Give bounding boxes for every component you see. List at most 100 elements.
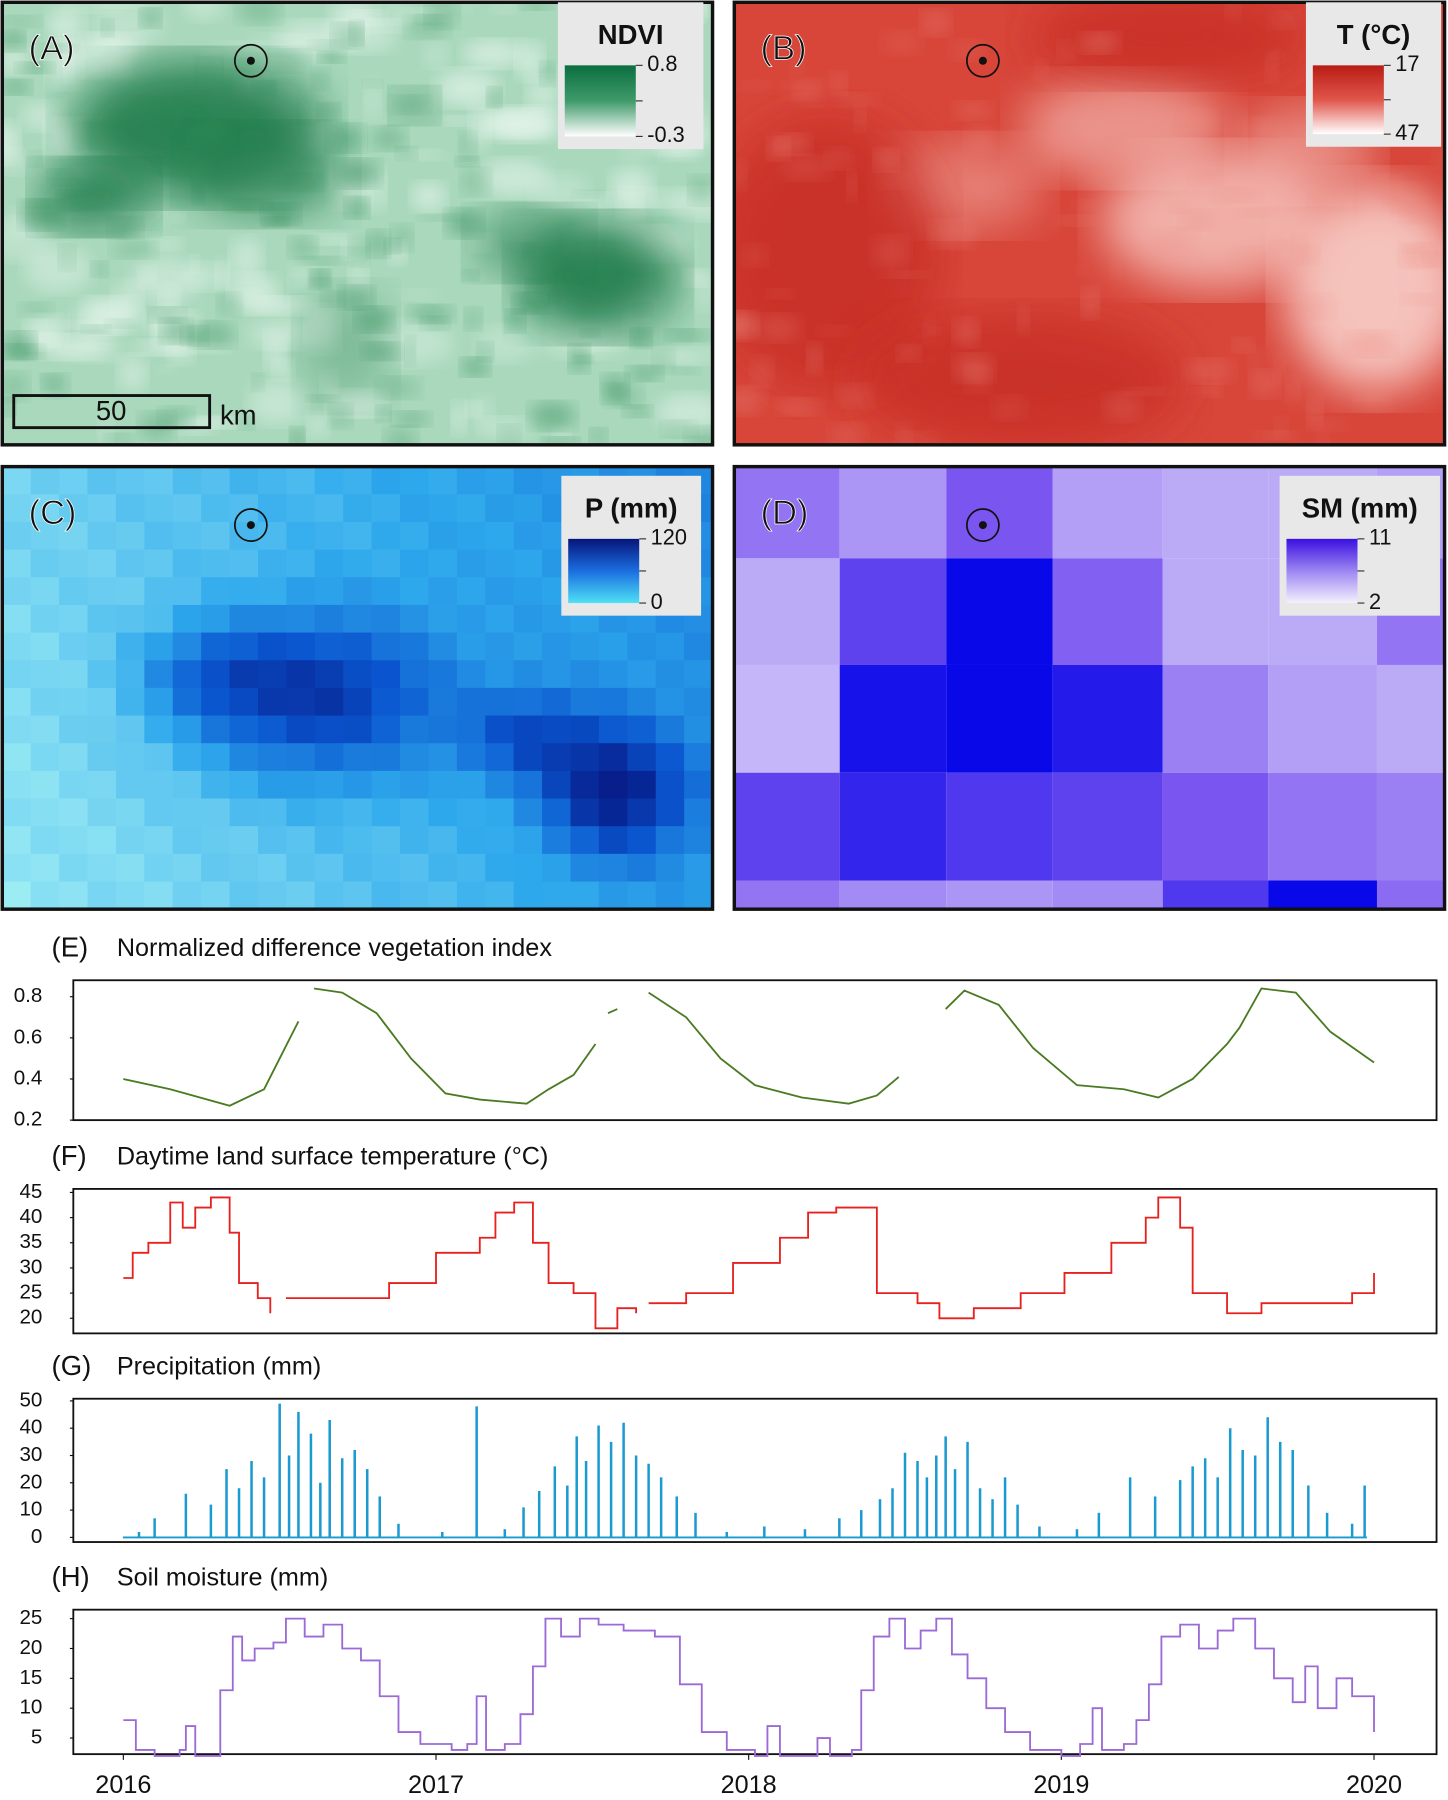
map-texture xyxy=(459,132,477,160)
y-tick-label: 15 xyxy=(19,1666,42,1689)
scale-bar xyxy=(12,394,212,430)
map-cell xyxy=(172,466,202,495)
map-texture xyxy=(462,269,479,281)
map-cell xyxy=(428,604,458,634)
map-cell xyxy=(87,494,117,523)
map-texture xyxy=(829,424,867,445)
y-tick-label: 0 xyxy=(31,1525,42,1548)
map-cell xyxy=(570,881,600,910)
map-cell xyxy=(343,881,373,910)
map-cell xyxy=(201,466,231,495)
map-texture xyxy=(878,172,911,189)
map-texture xyxy=(1307,396,1323,428)
map-cell xyxy=(2,798,32,827)
map-cell xyxy=(87,632,117,661)
map-cell xyxy=(172,798,202,827)
map-texture xyxy=(461,357,490,377)
panel-label: (B) xyxy=(761,30,807,68)
map-cell xyxy=(229,604,259,634)
map-texture xyxy=(355,307,393,332)
map-cell xyxy=(286,853,316,883)
colorbar-label: 11 xyxy=(1369,525,1392,550)
map-cell xyxy=(598,632,628,661)
site-marker-dot xyxy=(978,56,987,65)
map-cell xyxy=(400,604,430,634)
map-cell xyxy=(30,687,60,717)
map-cell xyxy=(144,798,174,827)
map-texture xyxy=(397,289,441,301)
map-cell xyxy=(30,715,60,744)
map-texture xyxy=(41,43,77,53)
map-texture xyxy=(1392,196,1419,216)
map-cell xyxy=(400,881,430,910)
map-cell xyxy=(201,521,231,551)
site-marker xyxy=(966,508,1000,543)
map-cell xyxy=(456,521,486,551)
map-texture xyxy=(619,187,634,199)
map-texture xyxy=(364,79,381,123)
map-cell xyxy=(734,558,840,665)
map-cell xyxy=(456,853,486,883)
map-cell xyxy=(229,577,259,606)
map-texture xyxy=(58,245,76,270)
map-texture xyxy=(75,123,119,148)
map-texture xyxy=(624,188,694,214)
map-cell xyxy=(513,521,543,551)
map-cell xyxy=(598,853,628,883)
map-cell xyxy=(144,466,174,495)
map-texture xyxy=(1229,247,1276,268)
map-texture xyxy=(478,110,556,137)
map-texture xyxy=(965,125,997,154)
map-cell xyxy=(456,770,486,800)
map-cell xyxy=(314,466,344,495)
map-cell xyxy=(229,743,259,772)
map-cell xyxy=(257,687,287,717)
map-cell xyxy=(343,577,373,606)
map-cell xyxy=(257,715,287,744)
map-texture xyxy=(921,10,951,36)
map-texture xyxy=(529,402,576,430)
map-texture xyxy=(1100,130,1125,154)
map-texture xyxy=(847,170,857,201)
map-texture xyxy=(237,2,281,24)
y-tick-label: 20 xyxy=(19,1470,42,1493)
map-texture xyxy=(279,173,324,191)
map-cell xyxy=(144,743,174,772)
map-cell xyxy=(87,466,117,495)
map-texture xyxy=(349,21,364,45)
map-cell xyxy=(456,577,486,606)
map-cell xyxy=(257,577,287,606)
map-texture xyxy=(215,41,272,56)
map-texture xyxy=(460,168,491,196)
map-cell xyxy=(87,577,117,606)
map-cell xyxy=(286,743,316,772)
y-tick-label: 20 xyxy=(19,1306,42,1329)
map-texture xyxy=(1316,432,1329,445)
map-image xyxy=(734,2,1445,445)
map-texture xyxy=(737,80,770,92)
map-cell xyxy=(115,604,145,634)
map-cell xyxy=(456,743,486,772)
map-cell xyxy=(314,549,344,578)
map-texture xyxy=(191,174,204,203)
map-texture xyxy=(367,230,390,257)
map-cell xyxy=(144,826,174,855)
map-cell xyxy=(542,743,572,772)
map-cell xyxy=(598,881,628,910)
map-cell xyxy=(485,853,515,883)
map-cell xyxy=(371,604,401,634)
map-cell xyxy=(59,660,89,689)
map-cell xyxy=(371,715,401,744)
map-texture xyxy=(101,19,114,36)
map-texture xyxy=(106,319,134,328)
map-cell xyxy=(428,743,458,772)
map-cell xyxy=(59,798,89,827)
map-texture xyxy=(1034,59,1048,80)
map-cell xyxy=(201,743,231,772)
map-texture xyxy=(580,328,599,338)
map-cell xyxy=(946,880,1053,910)
map-cell xyxy=(30,521,60,551)
map-cell xyxy=(286,715,316,744)
map-texture xyxy=(419,213,463,222)
map-texture xyxy=(445,209,483,237)
